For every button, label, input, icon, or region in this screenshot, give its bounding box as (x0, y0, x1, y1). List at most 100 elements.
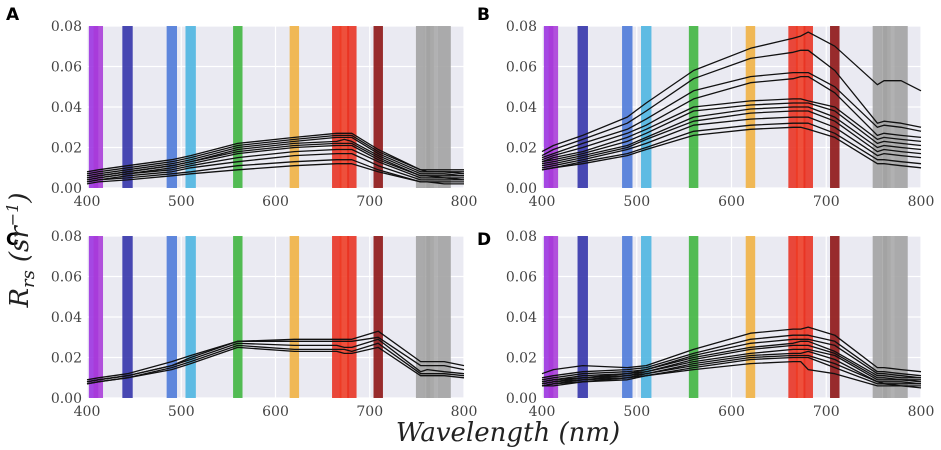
y-tick-label: 0.08 (506, 19, 537, 35)
y-tick-label: 0.08 (51, 19, 82, 35)
band-754 (872, 26, 883, 188)
series-line-d4 (541, 340, 921, 383)
panel-label: C (6, 230, 18, 250)
y-axis-label-unit-exp: −1 (3, 203, 22, 227)
x-tick-label: 500 (623, 404, 650, 420)
panel-label: D (477, 230, 491, 250)
band-510 (185, 236, 196, 398)
series-line-d3 (541, 338, 922, 381)
band-443 (577, 26, 588, 188)
series-line-b6 (541, 102, 922, 163)
panel-d: 0.00 0.02 0.04 0.06 0.08 400 500 600 700 800 D (477, 229, 934, 420)
band-768 (886, 236, 895, 398)
y-tick-label: 0.00 (51, 181, 82, 197)
band-779 (437, 236, 451, 398)
band-412 (93, 236, 104, 398)
x-tick-label: 600 (718, 194, 745, 210)
series-line-b4 (541, 75, 922, 161)
series-line-d2 (541, 334, 922, 379)
band-709 (373, 236, 383, 398)
band-779 (437, 26, 451, 188)
series-line-b11 (541, 126, 922, 171)
band-490 (622, 236, 633, 398)
y-tick-label: 0.06 (51, 270, 82, 286)
band-768 (430, 26, 438, 188)
series-line-a6 (86, 144, 464, 181)
panel-b: 0.00 0.02 0.04 0.06 0.08 400 500 600 700 800 B (477, 5, 934, 210)
y-tick-label: 0.06 (506, 60, 537, 76)
x-tick-label: 400 (74, 404, 101, 420)
series-line-d9 (541, 356, 921, 387)
series-line-b10 (541, 122, 922, 171)
band-620 (745, 236, 756, 398)
series-line-a7 (86, 148, 465, 181)
band-709 (373, 26, 383, 188)
series-line-a2 (86, 134, 464, 175)
band-620 (289, 26, 300, 188)
y-tick-label: 0.02 (51, 141, 82, 157)
series-line-b2 (541, 49, 922, 157)
band-681 (347, 236, 357, 398)
y-tick-label: 0.04 (506, 100, 537, 116)
series-line-c4 (86, 342, 465, 385)
y-axis-label-main: R (5, 288, 35, 309)
band-779 (894, 26, 908, 188)
series-line-b7 (541, 106, 922, 165)
y-axis-label-unit-open: (sr (5, 225, 35, 262)
y-tick-label: 0.02 (506, 141, 537, 157)
series-line-d8 (541, 354, 921, 387)
y-axis-label-sub: rs (18, 270, 39, 288)
y-tick-label: 0.06 (51, 60, 82, 76)
series-line-c1 (86, 330, 465, 381)
series-line-b1 (541, 31, 922, 153)
x-tick-label: 600 (262, 194, 289, 210)
x-tick-label: 700 (813, 194, 840, 210)
panel-c: 0.00 0.02 0.04 0.06 0.08 400 500 600 700 800 C (6, 229, 477, 420)
series-line-d7 (541, 350, 922, 385)
series-line-d1 (541, 326, 922, 375)
x-tick-label: 800 (451, 404, 478, 420)
series-line-b5 (541, 98, 922, 163)
panels: 0.00 0.02 0.04 0.06 0.08 400 500 600 700 800 A 0.00… (6, 5, 934, 420)
band-673 (339, 236, 350, 398)
band-665 (332, 26, 342, 188)
band-620 (745, 26, 756, 188)
band-490 (622, 26, 633, 188)
series-line-d6 (541, 348, 922, 385)
y-tick-label: 0.04 (506, 310, 537, 326)
x-tick-label: 600 (718, 404, 745, 420)
x-tick-label: 800 (908, 404, 935, 420)
y-tick-label: 0.08 (51, 229, 82, 245)
band-665 (788, 236, 798, 398)
series-line-a8 (86, 152, 464, 183)
series-line-d5 (541, 344, 921, 383)
y-axis-label: Rrs (sr−1) (3, 192, 39, 308)
x-tick-label: 600 (262, 404, 289, 420)
y-tick-label: 0.02 (506, 351, 537, 367)
band-779 (894, 236, 908, 398)
band-412 (93, 26, 104, 188)
band-510 (641, 236, 652, 398)
band-754 (415, 236, 426, 398)
x-tick-label: 500 (168, 194, 195, 210)
band-620 (289, 236, 300, 398)
x-tick-label: 700 (356, 194, 383, 210)
band-560 (233, 26, 243, 188)
series-line-a1 (86, 132, 464, 173)
y-tick-label: 0.04 (51, 100, 82, 116)
band-510 (641, 26, 652, 188)
series-line-d10 (542, 360, 922, 389)
band-412 (548, 236, 559, 398)
y-axis-label-unit-close: ) (5, 192, 35, 203)
panel-label: A (6, 5, 20, 25)
band-490 (166, 26, 178, 188)
band-412 (548, 26, 559, 188)
x-tick-label: 700 (813, 404, 840, 420)
band-665 (332, 236, 342, 398)
band-768 (886, 26, 895, 188)
band-709 (830, 236, 840, 398)
y-tick-label: 0.06 (506, 270, 537, 286)
x-axis-label: Wavelength (nm) (396, 418, 620, 448)
y-tick-label: 0.00 (51, 391, 82, 407)
band-754 (872, 236, 883, 398)
